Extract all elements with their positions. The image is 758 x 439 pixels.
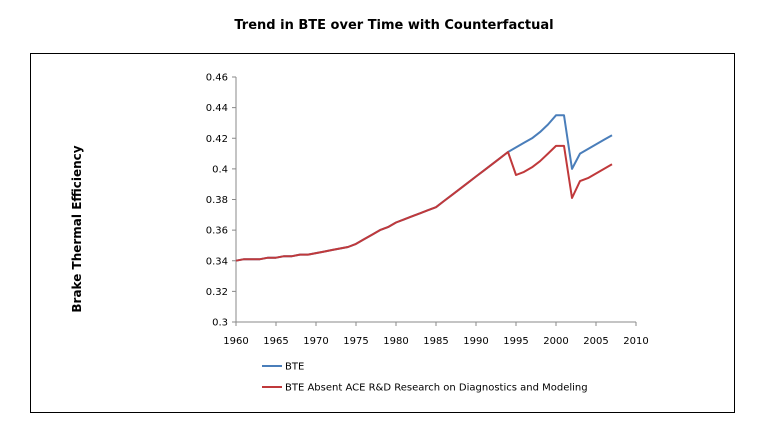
y-tick-label: 0.46: [206, 73, 228, 84]
y-tick: 0.46: [206, 73, 236, 84]
x-tick-label: 1995: [503, 336, 528, 347]
y-tick-label: 0.3: [212, 318, 228, 329]
x-tick-label: 2005: [583, 336, 608, 347]
y-tick: 0.32: [206, 287, 236, 298]
y-tick-label: 0.34: [206, 256, 228, 267]
x-tick: 1985: [423, 322, 449, 347]
chart-frame: [30, 53, 735, 413]
chart-title: Trend in BTE over Time with Counterfactu…: [234, 18, 554, 33]
x-tick: 1975: [343, 322, 369, 347]
y-tick: 0.38: [206, 195, 236, 206]
x-tick: 1995: [503, 322, 529, 347]
x-tick-label: 1965: [263, 336, 288, 347]
y-tick-label: 0.38: [206, 195, 228, 206]
legend-label: BTE Absent ACE R&D Research on Diagnosti…: [285, 383, 588, 394]
y-tick-label: 0.44: [206, 103, 228, 114]
x-tick: 1980: [383, 322, 409, 347]
legend-item: BTE Absent ACE R&D Research on Diagnosti…: [262, 383, 588, 394]
x-tick-label: 1975: [343, 336, 368, 347]
x-tick-label: 1970: [303, 336, 328, 347]
y-tick-label: 0.4: [212, 164, 228, 175]
x-tick-label: 1990: [463, 336, 488, 347]
y-tick-label: 0.42: [206, 134, 228, 145]
legend: BTE BTE Absent ACE R&D Research on Diagno…: [262, 362, 588, 394]
x-tick: 2005: [583, 322, 609, 347]
y-tick: 0.42: [206, 134, 236, 145]
y-tick-label: 0.32: [206, 287, 228, 298]
y-tick: 0.34: [206, 256, 236, 267]
series-line-bte-absent-ace: [235, 144, 613, 262]
x-tick-label: 1985: [423, 336, 448, 347]
x-tick: 1970: [303, 322, 329, 347]
x-tick: 1965: [263, 322, 289, 347]
axes: 0.3 0.32 0.34 0.36 0.38 0.4 0.42 0.44 0.46 1960 19…: [206, 73, 649, 348]
y-tick-label: 0.36: [206, 226, 228, 237]
legend-label: BTE: [285, 362, 304, 373]
x-tick: 1960: [223, 322, 249, 347]
x-tick-label: 1960: [223, 336, 248, 347]
series-line-bte: [235, 114, 613, 262]
y-tick: 0.36: [206, 226, 236, 237]
x-tick-label: 2010: [623, 336, 648, 347]
y-tick: 0.4: [212, 164, 236, 175]
y-tick: 0.44: [206, 103, 236, 114]
x-tick-label: 1980: [383, 336, 408, 347]
x-tick: 2000: [543, 322, 569, 347]
y-tick: 0.3: [212, 318, 236, 329]
x-tick: 1990: [463, 322, 489, 347]
legend-item: BTE: [262, 362, 304, 373]
series-lines: [235, 114, 613, 262]
x-tick: 2010: [623, 322, 649, 347]
x-tick-label: 2000: [543, 336, 568, 347]
